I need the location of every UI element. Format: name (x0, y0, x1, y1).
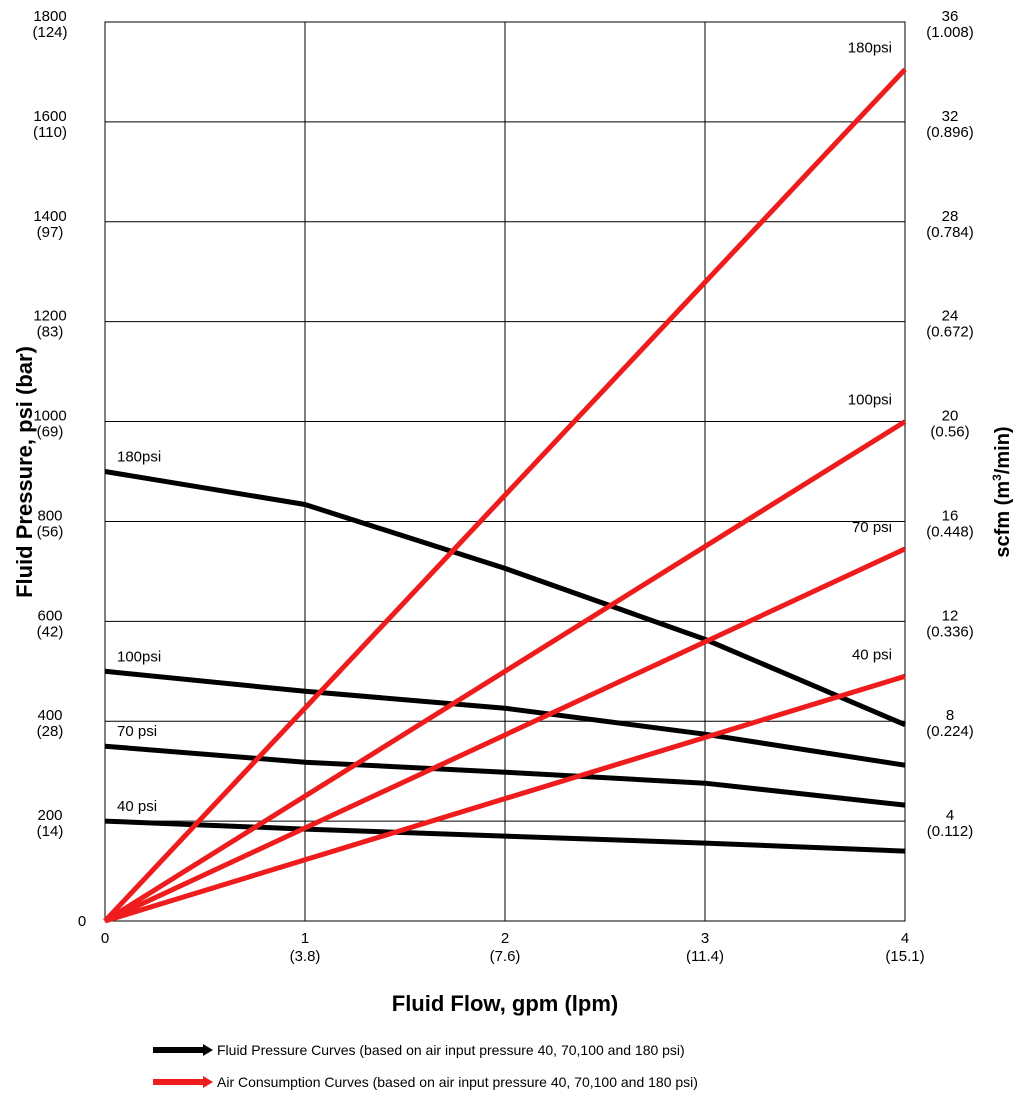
y-left-tick-sublabel: (42) (37, 623, 64, 640)
y-right-tick-sublabel: (0.896) (926, 124, 974, 141)
y-left-tick-label: 200 (37, 807, 62, 824)
fluid-pressure-label-40psi: 40 psi (117, 798, 157, 815)
y-right-tick-sublabel: (0.224) (926, 723, 974, 740)
legend-item-fluid-pressure: Fluid Pressure Curves (based on air inpu… (153, 1042, 685, 1058)
y-right-tick-label: 36 (942, 8, 959, 25)
fluid-pressure-label-100psi: 100psi (117, 648, 161, 665)
y-right-tick-label: 8 (946, 707, 954, 724)
y-left-tick-sublabel: (97) (37, 224, 64, 241)
y-right-tick-label: 12 (942, 607, 959, 624)
x-tick-label: 0 (101, 930, 109, 947)
y-right-axis-title-sup: 3 (990, 474, 1004, 481)
y-left-tick-label: 800 (37, 507, 62, 524)
y-left-tick-sublabel: (83) (37, 324, 64, 341)
y-right-tick-sublabel: (0.672) (926, 324, 974, 341)
x-axis-title: Fluid Flow, gpm (lpm) (392, 991, 618, 1016)
y-right-tick-sublabel: (1.008) (926, 24, 974, 41)
air-consumption-line-180psi (103, 67, 907, 923)
fluid-pressure-line-180psi (104, 469, 906, 727)
y-left-tick-sublabel: (56) (37, 523, 64, 540)
legend-arrow-fluid-pressure (203, 1044, 213, 1056)
fluid-pressure-curves (104, 469, 906, 854)
fluid-pressure-line-70psi (104, 743, 906, 808)
y-left-tick-sublabel: (14) (37, 823, 64, 840)
x-tick-label: 4 (901, 930, 909, 947)
air-consumption-curves (103, 67, 907, 924)
air-consumption-label-100psi: 100psi (848, 392, 892, 409)
x-tick-label: 3 (701, 930, 709, 947)
air-consumption-label-180psi: 180psi (848, 39, 892, 56)
y-right-tick-label: 16 (942, 507, 959, 524)
air-consumption-line-70psi (103, 546, 907, 924)
y-right-axis-title: scfm (m3/min) (990, 426, 1014, 557)
axis-ticks: 0 1(3.8)2(7.6)3(11.4)4(15.1)0200(14)400(2… (32, 8, 973, 965)
air-consumption-line-100psi (103, 419, 907, 924)
legend: Fluid Pressure Curves (based on air inpu… (153, 1042, 698, 1090)
y-right-tick-sublabel: (0.784) (926, 224, 974, 241)
y-right-tick-sublabel: (0.448) (926, 523, 974, 540)
y-left-tick-label: 1000 (33, 408, 66, 425)
fluid-pressure-label-70psi: 70 psi (117, 723, 157, 740)
y-right-tick-label: 32 (942, 108, 959, 125)
legend-item-air-consumption: Air Consumption Curves (based on air inp… (153, 1074, 698, 1090)
y-right-axis-title-tail: /min) (992, 426, 1014, 474)
y-right-tick-label: 24 (942, 308, 959, 325)
x-tick-sublabel: (3.8) (290, 948, 321, 965)
legend-arrow-air-consumption (203, 1076, 213, 1088)
legend-label-air-consumption: Air Consumption Curves (based on air inp… (217, 1074, 698, 1090)
y-right-tick-sublabel: (0.112) (927, 823, 973, 840)
y-left-tick-label: 1400 (33, 208, 66, 225)
fluid-pressure-label-180psi: 180psi (117, 449, 161, 466)
y-right-tick-label: 20 (942, 408, 959, 425)
y-left-tick-label: 600 (37, 607, 62, 624)
series-labels: 180psi 100psi 70 psi 40 psi 180psi 100psi 70 p… (117, 39, 892, 815)
y-right-tick-sublabel: (0.56) (930, 424, 969, 441)
y-right-tick-label: 4 (946, 807, 954, 824)
air-consumption-label-40psi: 40 psi (852, 646, 892, 663)
y-left-tick-sublabel: (110) (33, 124, 67, 141)
y-left-axis-title: Fluid Pressure, psi (bar) (12, 346, 37, 598)
y-right-axis-title-main: scfm (m (992, 481, 1014, 558)
y-right-tick-sublabel: (0.336) (926, 623, 974, 640)
x-tick-label: 2 (501, 930, 509, 947)
grid (104, 21, 906, 922)
y-left-tick-sublabel: (124) (32, 24, 67, 41)
y-left-tick-sublabel: (28) (37, 723, 64, 740)
x-tick-sublabel: (7.6) (490, 948, 521, 965)
y-left-tick-label: 1800 (33, 8, 66, 25)
air-consumption-label-70psi: 70 psi (852, 519, 892, 536)
fluid-pressure-line-100psi (104, 668, 906, 768)
y-left-tick-label: 1600 (33, 108, 66, 125)
x-tick-sublabel: (15.1) (885, 948, 924, 965)
y-left-tick-label: 0 (78, 913, 86, 930)
x-tick-sublabel: (11.4) (686, 948, 724, 965)
y-left-tick-sublabel: (69) (37, 424, 64, 441)
y-left-tick-label: 400 (37, 707, 62, 724)
fluid-pressure-line-40psi (104, 818, 906, 854)
air-consumption-line-40psi (104, 673, 906, 924)
y-right-tick-label: 28 (942, 208, 959, 225)
x-tick-label: 1 (301, 930, 309, 947)
legend-label-fluid-pressure: Fluid Pressure Curves (based on air inpu… (217, 1042, 685, 1058)
y-left-tick-label: 1200 (33, 308, 66, 325)
